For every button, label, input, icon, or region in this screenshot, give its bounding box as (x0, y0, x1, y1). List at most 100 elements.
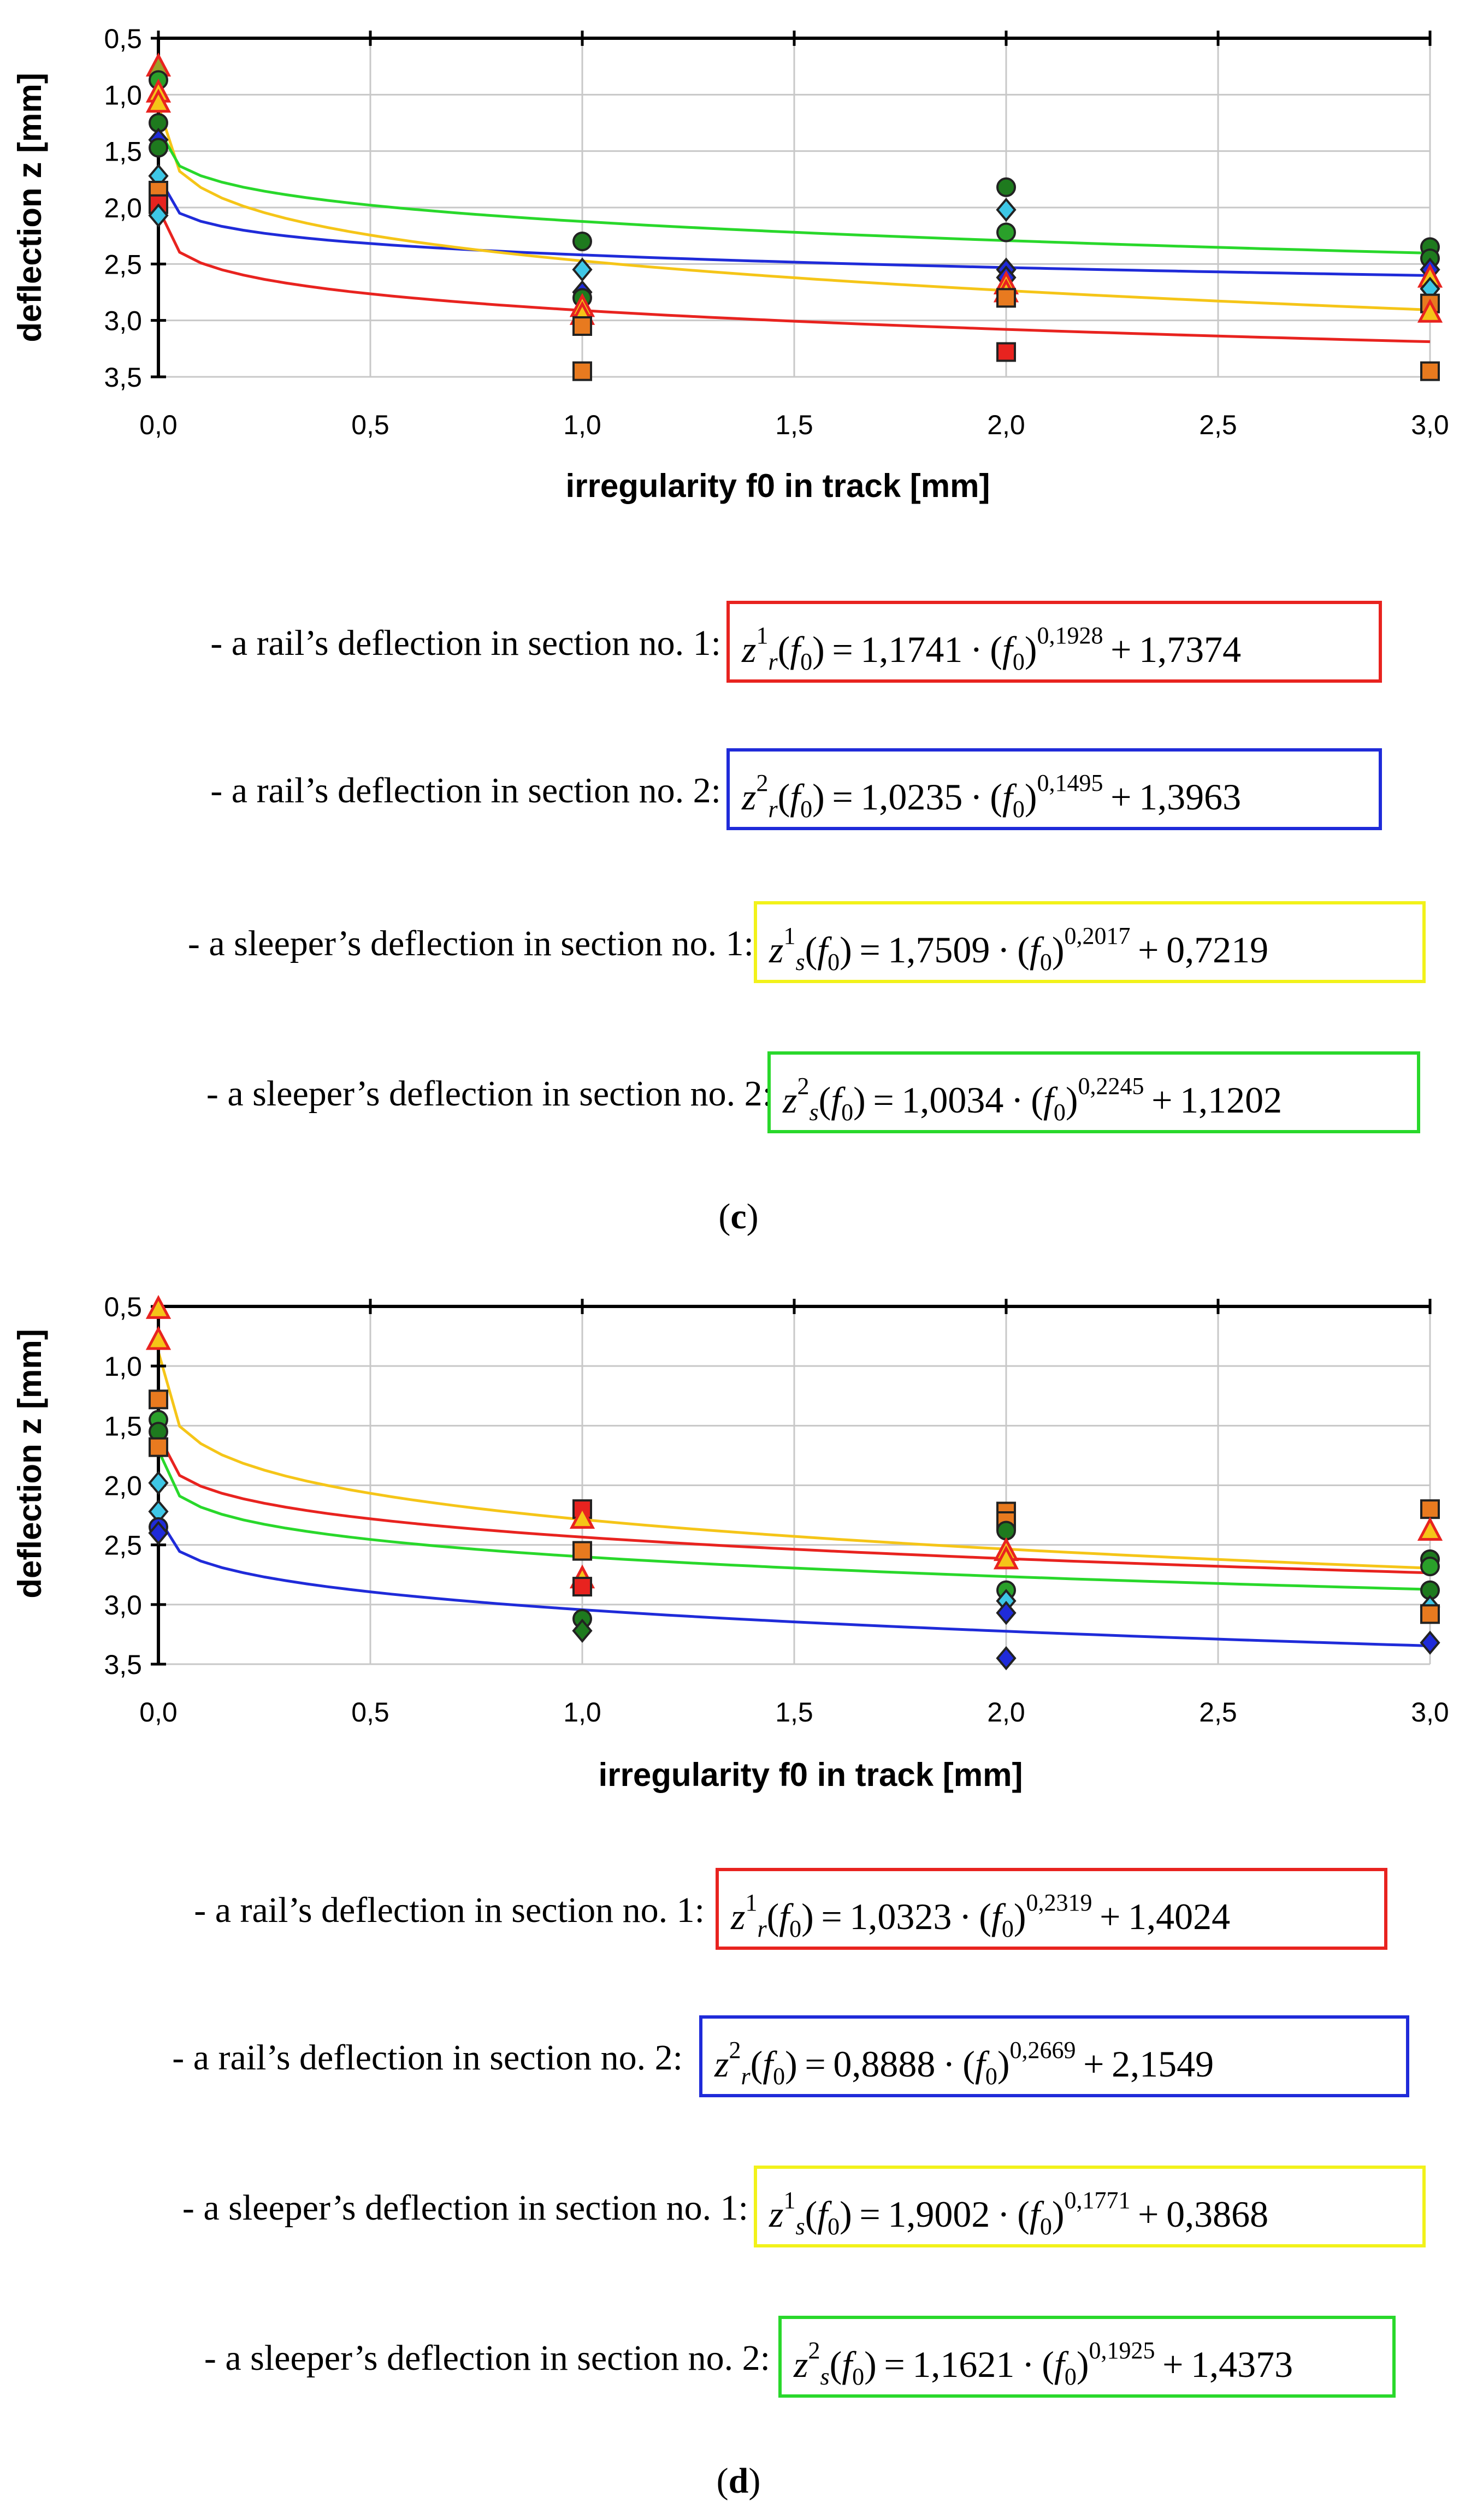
x-tick-label: 3,0 (1411, 410, 1449, 440)
equation: z1r(f0) = 1,0323 · (f0)0,2319 + 1,4024 (731, 1889, 1231, 1942)
y-tick-label: 2,5 (104, 1530, 142, 1561)
data-point-square (1420, 361, 1440, 381)
chart-d-y-axis-label: deflection z [mm] (11, 1329, 48, 1598)
equation-label: - a rail’s deflection in section no. 1: (210, 623, 721, 663)
data-point-diamond (148, 1521, 169, 1545)
data-point-diamond (572, 1618, 593, 1643)
panel-label-c: (c) (718, 1197, 759, 1237)
data-point-square (1420, 1604, 1440, 1624)
equation-label: - a rail’s deflection in section no. 1: (194, 1890, 705, 1930)
data-point-diamond (996, 1601, 1017, 1625)
x-tick-label: 3,0 (1411, 1697, 1449, 1728)
data-point-circle (149, 138, 168, 158)
fit-curve (157, 208, 1431, 344)
equation-box: z1s(f0) = 1,9002 · (f0)0,1771 + 0,3868 (754, 2166, 1426, 2247)
x-tick-label: 0,0 (139, 410, 178, 440)
data-point-diamond (572, 257, 593, 282)
equation-label: - a sleeper’s deflection in section no. … (206, 1074, 772, 1114)
x-tick-label: 2,5 (1199, 1697, 1237, 1728)
y-tick-label: 2,5 (104, 249, 142, 280)
data-point-circle (996, 177, 1016, 197)
equation-row: - a rail’s deflection in section no. 2: … (0, 748, 1477, 836)
equation-box: z2s(f0) = 1,0034 · (f0)0,2245 + 1,1202 (767, 1051, 1420, 1133)
fit-curve (157, 1517, 1431, 1647)
equation-row: - a sleeper’s deflection in section no. … (0, 901, 1477, 989)
equation-row: - a rail’s deflection in section no. 2: … (0, 2015, 1477, 2103)
chart-c-x-axis-label: irregularity f0 in track [mm] (566, 468, 990, 504)
data-point-triangle (145, 1295, 172, 1319)
chart-c-grid (158, 38, 1431, 378)
chart-d-points (145, 1295, 1443, 1671)
data-point-diamond (148, 1471, 169, 1495)
data-point-triangle (1417, 1517, 1443, 1541)
x-tick-label: 0,5 (351, 1697, 389, 1728)
data-point-circle (996, 1521, 1016, 1541)
data-point-square (996, 288, 1016, 308)
x-tick-label: 2,0 (987, 410, 1025, 440)
equation-box: z2s(f0) = 1,1621 · (f0)0,1925 + 1,4373 (778, 2316, 1396, 2398)
data-point-square (149, 1437, 168, 1457)
chart-c-points (145, 52, 1443, 381)
data-point-diamond (996, 1646, 1017, 1671)
y-tick-label: 2,0 (104, 193, 142, 223)
y-tick-label: 3,5 (104, 1649, 142, 1680)
y-tick-label: 0,5 (104, 23, 142, 54)
fit-curve (157, 1434, 1431, 1575)
data-point-circle (996, 222, 1016, 242)
equation-row: - a rail’s deflection in section no. 1: … (0, 601, 1477, 688)
x-tick-label: 1,0 (563, 410, 601, 440)
x-tick-label: 1,0 (563, 1697, 601, 1728)
data-point-triangle (993, 1545, 1019, 1570)
y-tick-label: 1,5 (104, 137, 142, 167)
equation-row: - a sleeper’s deflection in section no. … (0, 1051, 1477, 1139)
x-tick-label: 0,0 (139, 1697, 178, 1728)
data-point-diamond (148, 203, 169, 228)
chart-c-axes (151, 31, 1432, 378)
data-point-diamond (1420, 1630, 1440, 1655)
data-point-square (572, 1541, 592, 1561)
equation-row: - a sleeper’s deflection in section no. … (0, 2316, 1477, 2403)
y-tick-label: 3,0 (104, 1590, 142, 1620)
chart-d-axes (151, 1299, 1432, 1666)
chart-c-ticks: 0,0 0,5 1,0 1,5 2,0 2,5 3,0 0,5 1,0 1,5 2,0 2,5 3,0 3… (104, 23, 1449, 440)
x-tick-label: 2,0 (987, 1697, 1025, 1728)
equation: z1r(f0) = 1,1741 · (f0)0,1928 + 1,7374 (742, 622, 1242, 675)
panel-label-d: (d) (716, 2461, 761, 2501)
x-tick-label: 2,5 (1199, 410, 1237, 440)
equation: z2r(f0) = 0,8888 · (f0)0,2669 + 2,1549 (714, 2037, 1214, 2090)
data-point-square (149, 1389, 168, 1410)
data-point-diamond (996, 198, 1017, 222)
y-tick-label: 1,5 (104, 1411, 142, 1441)
fit-curve (157, 128, 1431, 255)
data-point-triangle (1417, 298, 1443, 323)
chart-d-ticks: 0,0 0,5 1,0 1,5 2,0 2,5 3,0 0,5 1,0 1,5 2,0 2,5 3,0 3… (104, 1292, 1449, 1728)
data-point-square (572, 316, 592, 336)
x-tick-label: 0,5 (351, 410, 389, 440)
fit-curve (157, 175, 1431, 277)
data-point-triangle (569, 1505, 595, 1529)
data-point-circle (1420, 1556, 1440, 1576)
equation-box: z2r(f0) = 1,0235 · (f0)0,1495 + 1,3963 (726, 748, 1382, 830)
equation-label: - a sleeper’s deflection in section no. … (182, 2188, 748, 2228)
data-point-square (996, 342, 1016, 362)
chart-c-curves (157, 105, 1431, 344)
equation-box: z1r(f0) = 1,1741 · (f0)0,1928 + 1,7374 (726, 601, 1382, 683)
chart-d-curves (157, 1351, 1431, 1647)
data-point-square (572, 361, 592, 381)
fit-curve (157, 105, 1431, 311)
fit-curve (157, 1450, 1431, 1591)
data-point-triangle (145, 88, 172, 113)
y-tick-label: 0,5 (104, 1292, 142, 1322)
chart-d-grid (158, 1306, 1431, 1665)
data-point-circle (572, 232, 592, 251)
equation-label: - a sleeper’s deflection in section no. … (204, 2338, 770, 2378)
equation-box: z2r(f0) = 0,8888 · (f0)0,2669 + 2,1549 (699, 2015, 1409, 2097)
equation: z2r(f0) = 1,0235 · (f0)0,1495 + 1,3963 (742, 770, 1242, 823)
y-tick-label: 1,0 (104, 80, 142, 110)
y-tick-label: 3,5 (104, 362, 142, 393)
equation-row: - a sleeper’s deflection in section no. … (0, 2166, 1477, 2253)
equation-box: z1r(f0) = 1,0323 · (f0)0,2319 + 1,4024 (716, 1868, 1387, 1950)
equation-label: - a rail’s deflection in section no. 2: (172, 2038, 683, 2078)
fit-curve (157, 1351, 1431, 1570)
chart-c-y-axis-label: deflection z [mm] (11, 73, 48, 342)
